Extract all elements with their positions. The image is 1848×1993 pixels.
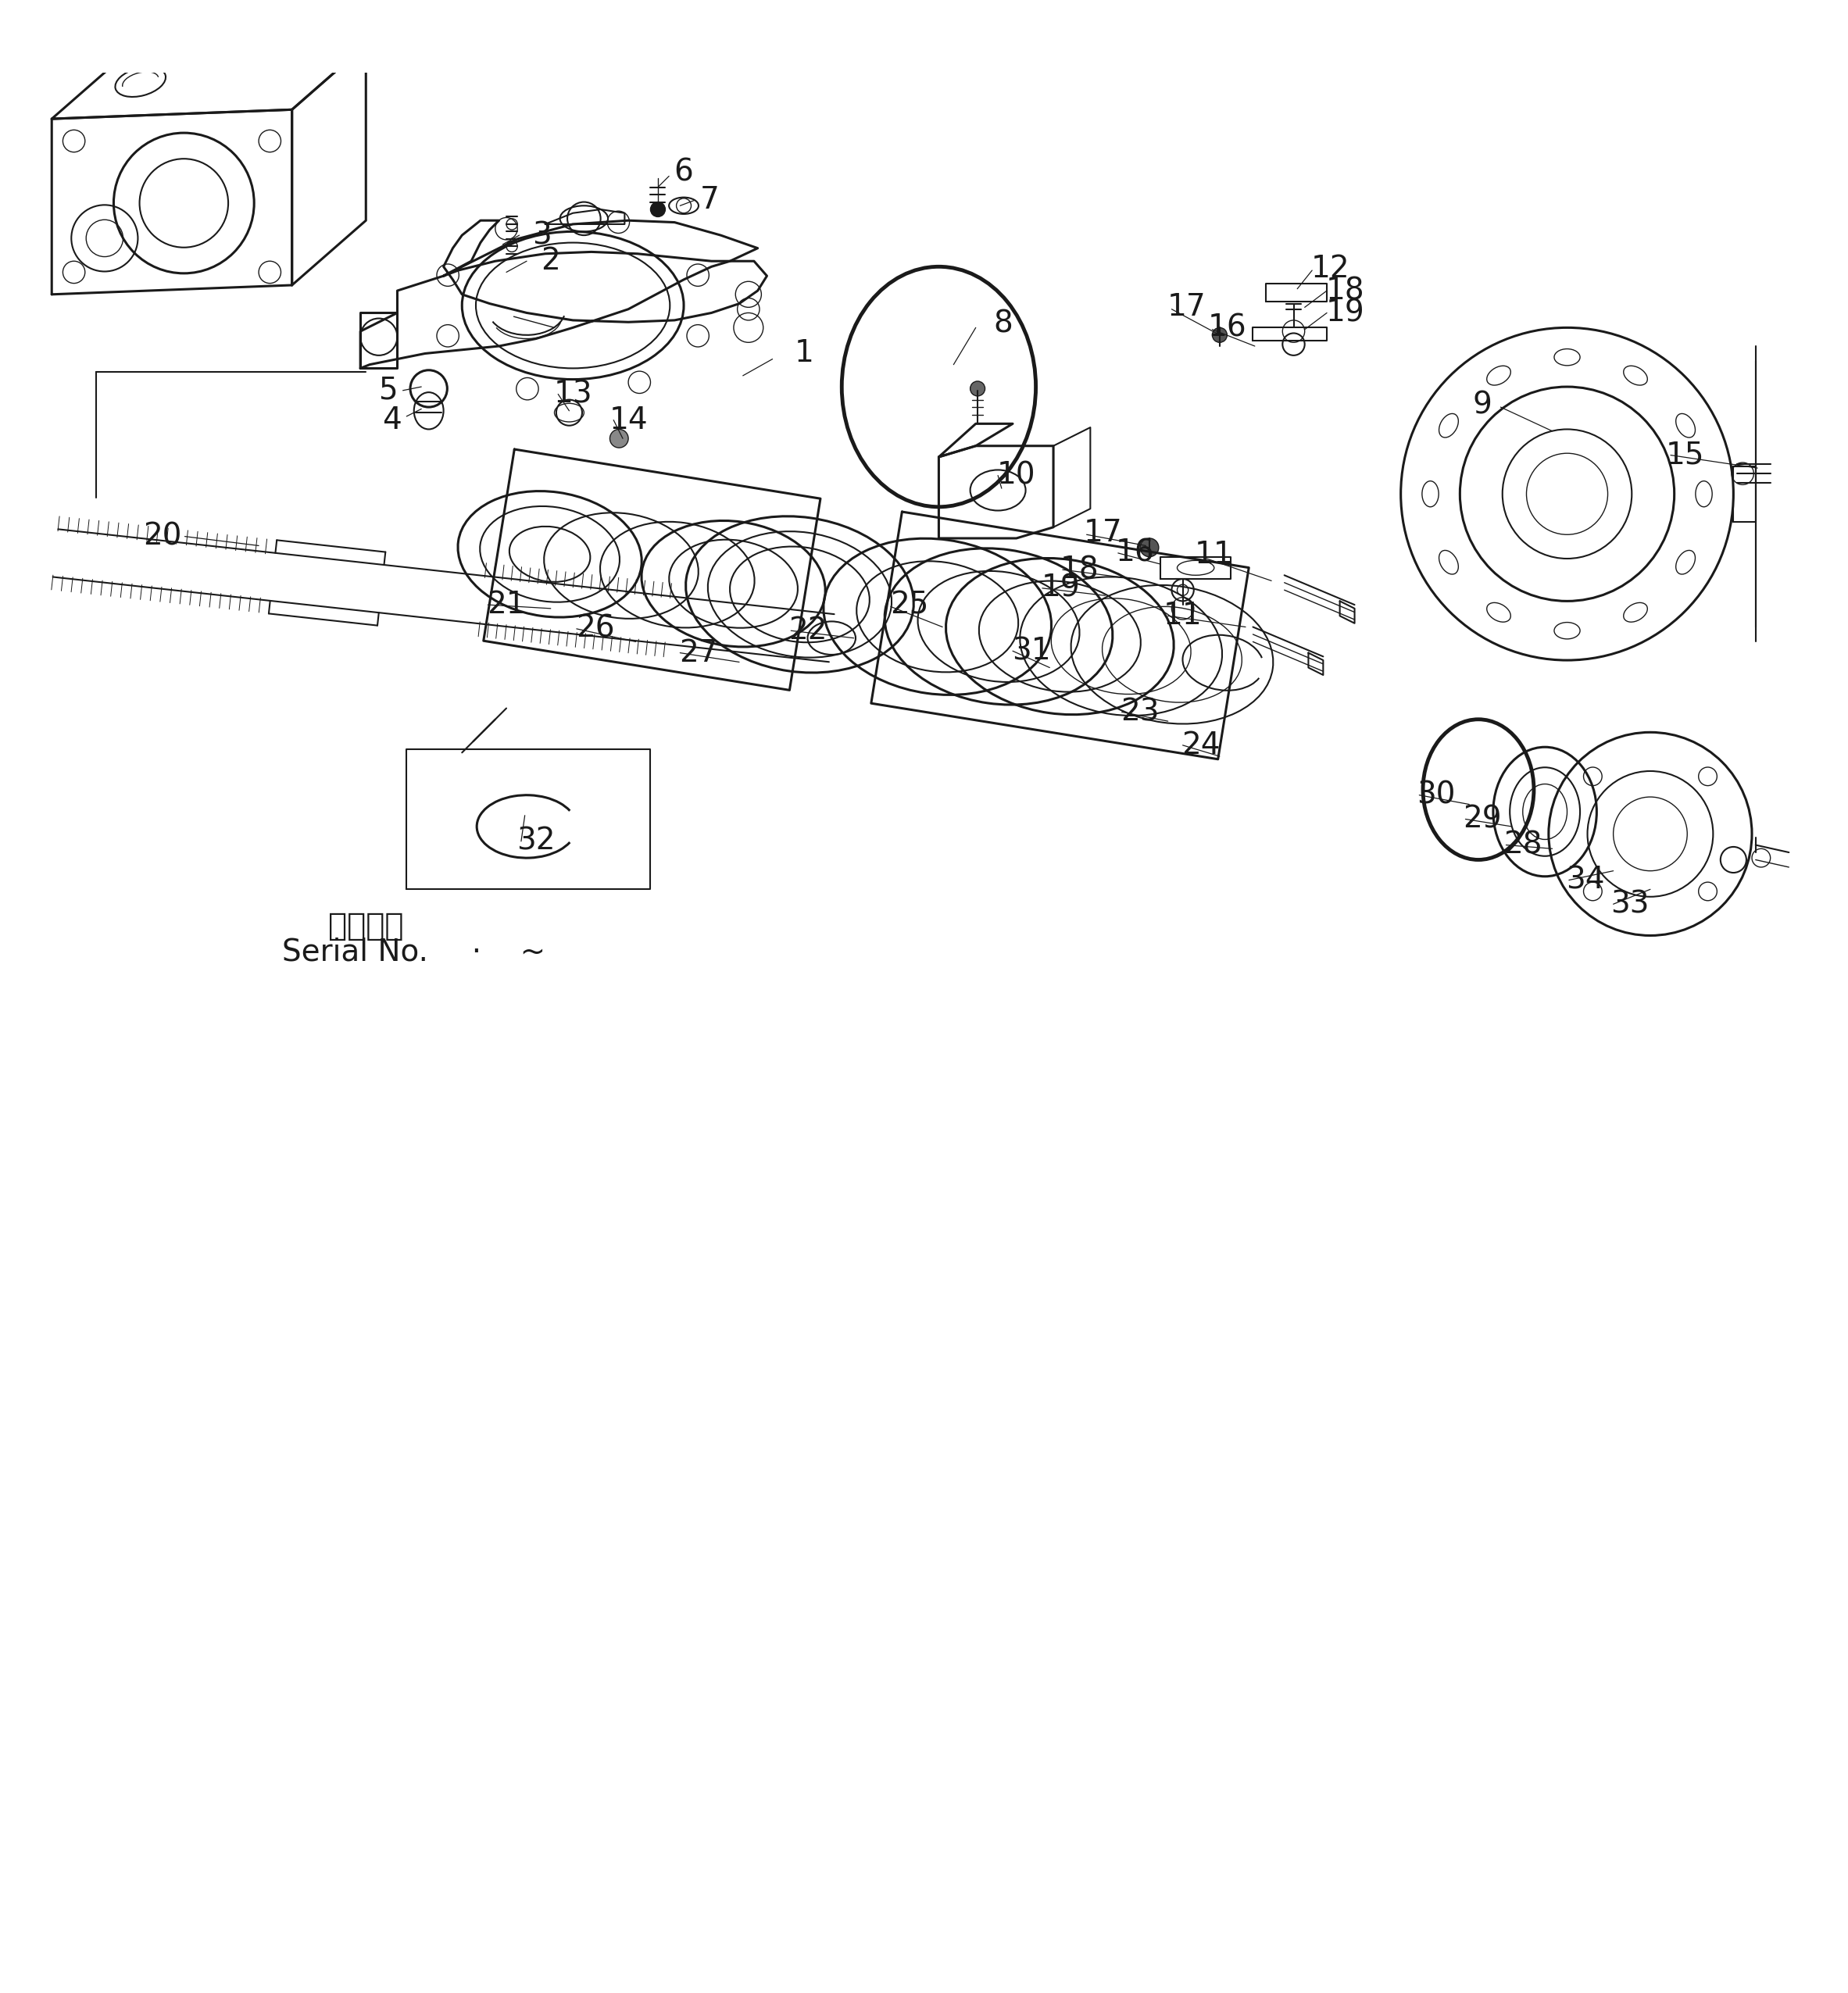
Text: 30: 30: [1417, 779, 1454, 809]
Text: 29: 29: [1464, 805, 1501, 833]
Text: 適用号機: 適用号機: [329, 911, 403, 943]
Text: 5: 5: [379, 375, 397, 405]
Text: 17: 17: [1083, 518, 1124, 548]
Text: 4: 4: [383, 405, 401, 434]
Text: 13: 13: [554, 379, 591, 409]
Circle shape: [1212, 327, 1227, 343]
Circle shape: [610, 428, 628, 448]
Text: 19: 19: [1325, 299, 1366, 327]
Text: 33: 33: [1611, 889, 1648, 919]
Circle shape: [970, 381, 985, 397]
Text: 28: 28: [1504, 831, 1541, 859]
Text: 11: 11: [1162, 602, 1203, 630]
Text: 17: 17: [1166, 293, 1207, 323]
Text: 8: 8: [994, 309, 1013, 339]
Text: ·    ~: · ~: [453, 937, 545, 967]
Text: 7: 7: [700, 185, 719, 215]
Text: 9: 9: [1473, 391, 1491, 421]
Text: 10: 10: [998, 460, 1035, 490]
Text: 24: 24: [1183, 729, 1220, 759]
Text: 22: 22: [789, 616, 826, 646]
Text: 20: 20: [144, 522, 181, 552]
Text: 19: 19: [1040, 574, 1081, 604]
Text: 34: 34: [1567, 865, 1604, 895]
Circle shape: [1140, 538, 1159, 556]
Text: 1: 1: [795, 339, 813, 369]
Text: 15: 15: [1667, 440, 1704, 470]
Text: 32: 32: [517, 827, 554, 857]
Text: 6: 6: [675, 157, 693, 187]
Text: 16: 16: [1114, 538, 1155, 568]
Text: 31: 31: [1013, 636, 1050, 666]
Text: Serial No.: Serial No.: [281, 937, 429, 967]
Text: 18: 18: [1327, 275, 1364, 305]
Text: 25: 25: [891, 590, 928, 620]
Text: 3: 3: [532, 221, 551, 249]
Text: 12: 12: [1312, 253, 1349, 283]
Text: 16: 16: [1207, 313, 1247, 343]
Text: 21: 21: [488, 590, 525, 620]
Text: 2: 2: [541, 247, 560, 275]
Text: 11: 11: [1194, 540, 1234, 570]
Circle shape: [650, 201, 665, 217]
Text: 18: 18: [1061, 554, 1098, 584]
Text: 27: 27: [680, 638, 717, 668]
Text: 26: 26: [577, 614, 614, 644]
Text: 14: 14: [610, 405, 647, 434]
Text: 23: 23: [1122, 698, 1159, 727]
